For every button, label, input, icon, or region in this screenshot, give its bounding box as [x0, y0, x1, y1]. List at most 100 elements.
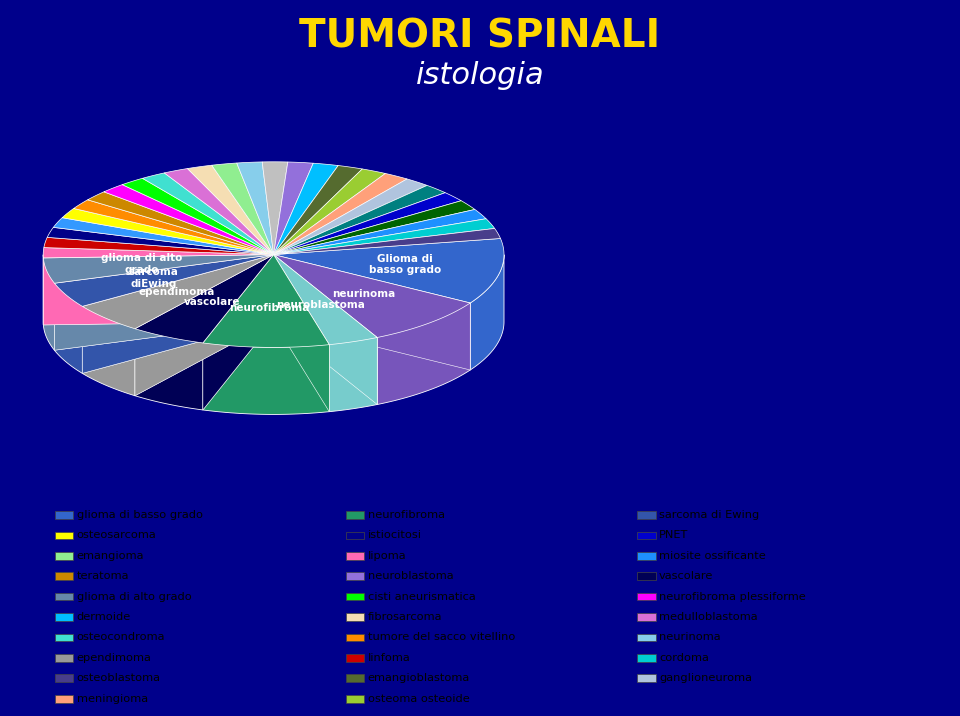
Polygon shape	[55, 255, 274, 350]
Text: sarcoma
diEwing: sarcoma diEwing	[129, 267, 179, 289]
Text: medulloblastoma: medulloblastoma	[659, 612, 757, 622]
Bar	[637, 511, 656, 519]
Text: vascolare: vascolare	[659, 571, 713, 581]
Text: emangioblastoma: emangioblastoma	[368, 673, 470, 683]
Text: osteoma osteoide: osteoma osteoide	[368, 694, 469, 704]
Text: neurofibroma: neurofibroma	[368, 510, 444, 520]
Bar	[55, 654, 73, 662]
Polygon shape	[187, 165, 274, 255]
Text: miosite ossificante: miosite ossificante	[659, 551, 766, 561]
Text: istologia: istologia	[416, 61, 544, 90]
Polygon shape	[43, 255, 274, 325]
Polygon shape	[83, 255, 274, 373]
Text: linfoma: linfoma	[368, 653, 411, 663]
Polygon shape	[274, 255, 470, 370]
Polygon shape	[262, 162, 288, 255]
Text: neurinoma: neurinoma	[659, 632, 721, 642]
Polygon shape	[377, 303, 470, 405]
Bar	[347, 695, 365, 702]
Polygon shape	[135, 255, 274, 396]
Bar	[637, 593, 656, 601]
Text: osteocondroma: osteocondroma	[77, 632, 165, 642]
Polygon shape	[237, 162, 274, 255]
Polygon shape	[203, 343, 329, 415]
Polygon shape	[274, 228, 500, 255]
Text: ependimoma: ependimoma	[77, 653, 152, 663]
Polygon shape	[54, 218, 274, 255]
Polygon shape	[274, 238, 504, 303]
Polygon shape	[203, 255, 274, 410]
Text: cordoma: cordoma	[659, 653, 708, 663]
Polygon shape	[274, 255, 329, 412]
Polygon shape	[203, 255, 274, 410]
Polygon shape	[274, 169, 385, 255]
Polygon shape	[135, 255, 274, 396]
Bar	[55, 634, 73, 642]
Polygon shape	[274, 163, 338, 255]
Polygon shape	[164, 168, 274, 255]
Polygon shape	[47, 228, 274, 255]
Polygon shape	[55, 255, 274, 306]
Polygon shape	[142, 173, 274, 255]
Text: cisti aneurismatica: cisti aneurismatica	[368, 591, 475, 601]
Polygon shape	[329, 337, 377, 412]
Text: osteosarcoma: osteosarcoma	[77, 531, 156, 541]
Polygon shape	[83, 255, 274, 329]
Bar	[55, 511, 73, 519]
Bar	[55, 572, 73, 580]
Polygon shape	[274, 193, 461, 255]
Polygon shape	[43, 255, 274, 325]
Bar	[347, 634, 365, 642]
Text: ependimoma: ependimoma	[138, 286, 215, 296]
Bar	[55, 593, 73, 601]
Text: neuroblastoma: neuroblastoma	[276, 300, 365, 310]
Polygon shape	[274, 255, 329, 412]
Polygon shape	[274, 255, 377, 405]
Text: dermoide: dermoide	[77, 612, 131, 622]
Bar	[55, 613, 73, 621]
Polygon shape	[43, 255, 274, 284]
Bar	[347, 531, 365, 539]
Polygon shape	[104, 185, 274, 255]
Bar	[55, 552, 73, 560]
Bar	[347, 613, 365, 621]
Bar	[637, 654, 656, 662]
Text: Glioma di
basso grado: Glioma di basso grado	[369, 253, 441, 276]
Polygon shape	[55, 255, 274, 350]
Polygon shape	[212, 163, 274, 255]
Text: osteoblastoma: osteoblastoma	[77, 673, 160, 683]
Text: vascolare: vascolare	[183, 297, 240, 307]
Bar	[637, 613, 656, 621]
Text: neurofibroma plessiforme: neurofibroma plessiforme	[659, 591, 805, 601]
Text: lipoma: lipoma	[368, 551, 406, 561]
Polygon shape	[62, 208, 274, 255]
Polygon shape	[43, 258, 55, 350]
Polygon shape	[274, 255, 470, 370]
Bar	[347, 511, 365, 519]
Text: neurofibroma: neurofibroma	[228, 304, 309, 314]
Polygon shape	[274, 162, 313, 255]
Text: teratoma: teratoma	[77, 571, 129, 581]
Bar	[637, 674, 656, 682]
Text: glioma di basso grado: glioma di basso grado	[77, 510, 203, 520]
Bar	[637, 552, 656, 560]
Text: glioma di alto grado: glioma di alto grado	[77, 591, 191, 601]
Polygon shape	[83, 306, 135, 396]
Text: PNET: PNET	[659, 531, 688, 541]
Bar	[347, 654, 365, 662]
Polygon shape	[55, 284, 83, 373]
Polygon shape	[274, 255, 470, 337]
Text: emangioma: emangioma	[77, 551, 144, 561]
Bar	[347, 572, 365, 580]
Bar	[637, 531, 656, 539]
Bar	[347, 593, 365, 601]
Polygon shape	[274, 200, 475, 255]
Polygon shape	[135, 329, 203, 410]
Polygon shape	[274, 218, 494, 255]
Text: glioma di alto
grado: glioma di alto grado	[102, 253, 182, 275]
Text: tumore del sacco vitellino: tumore del sacco vitellino	[368, 632, 516, 642]
Text: istiocitosi: istiocitosi	[368, 531, 421, 541]
Polygon shape	[83, 255, 274, 373]
Text: neuroblastoma: neuroblastoma	[368, 571, 453, 581]
Polygon shape	[274, 179, 427, 255]
